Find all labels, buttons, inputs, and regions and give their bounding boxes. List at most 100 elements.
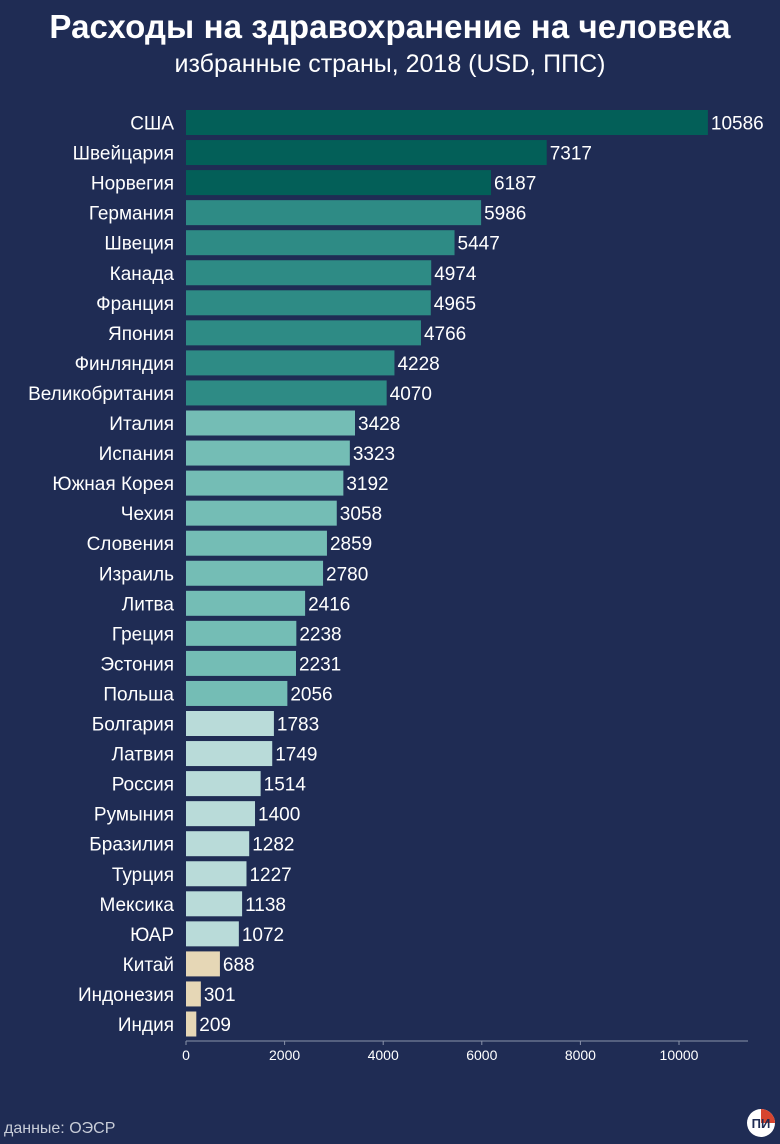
x-tick-label: 2000 xyxy=(269,1047,300,1063)
value-label: 1227 xyxy=(249,865,291,886)
bar xyxy=(186,861,247,887)
value-label: 688 xyxy=(223,955,255,976)
bar xyxy=(186,560,324,586)
bar xyxy=(186,620,297,646)
x-tick-label: 10000 xyxy=(660,1047,699,1063)
category-label: Индия xyxy=(118,1015,174,1036)
value-label: 3428 xyxy=(358,414,400,435)
value-label: 3192 xyxy=(346,474,388,495)
bar xyxy=(186,741,273,767)
bar xyxy=(186,711,274,736)
value-label: 2416 xyxy=(308,594,350,615)
value-label: 5986 xyxy=(484,204,526,225)
category-label: Латвия xyxy=(112,745,174,766)
category-label: Франция xyxy=(96,294,174,315)
category-label: Россия xyxy=(112,775,174,796)
category-label: США xyxy=(130,114,174,135)
category-label: Швеция xyxy=(104,234,174,255)
category-label: Норвегия xyxy=(91,174,174,195)
category-label: Бразилия xyxy=(89,835,174,856)
bar xyxy=(186,170,492,196)
value-label: 2056 xyxy=(290,684,332,705)
bar xyxy=(186,1011,197,1037)
category-label: Италия xyxy=(109,414,174,435)
bar xyxy=(186,981,201,1007)
value-label: 5447 xyxy=(458,234,500,255)
category-label: Словения xyxy=(87,534,174,555)
bar xyxy=(186,230,455,256)
bar xyxy=(186,680,288,706)
category-label: Литва xyxy=(122,594,175,615)
value-label: 4974 xyxy=(434,264,477,285)
value-label: 10586 xyxy=(711,114,764,135)
logo-text: ПИ xyxy=(752,1116,771,1131)
category-label: Индонезия xyxy=(78,985,174,1006)
bar xyxy=(186,200,482,226)
bar xyxy=(186,891,243,917)
category-label: Чехия xyxy=(121,504,174,525)
category-label: Мексика xyxy=(99,895,174,916)
value-label: 2231 xyxy=(299,654,341,675)
value-label: 1138 xyxy=(245,895,286,916)
category-label: Великобритания xyxy=(28,384,174,405)
bar xyxy=(186,801,256,827)
chart-title: Расходы на здравохранение на человека xyxy=(49,8,731,45)
category-label: Китай xyxy=(123,955,174,976)
bar xyxy=(186,831,250,857)
logo-icon: ПИ xyxy=(747,1109,775,1137)
category-label: Германия xyxy=(89,204,174,225)
category-label: Турция xyxy=(112,865,174,886)
value-label: 209 xyxy=(199,1015,231,1036)
value-label: 1783 xyxy=(277,715,319,736)
bar xyxy=(186,590,306,616)
bar xyxy=(186,530,327,556)
value-label: 1749 xyxy=(275,745,317,766)
x-tick-label: 6000 xyxy=(466,1047,497,1063)
value-label: 2238 xyxy=(299,624,341,645)
bar xyxy=(186,410,356,436)
category-label: Израиль xyxy=(99,564,174,585)
bar xyxy=(186,771,261,797)
bar xyxy=(186,921,239,947)
category-label: Испания xyxy=(99,444,174,465)
value-label: 4965 xyxy=(434,294,476,315)
value-label: 301 xyxy=(204,985,236,1006)
value-label: 3323 xyxy=(353,444,395,465)
value-label: 1514 xyxy=(264,775,307,796)
x-tick-label: 4000 xyxy=(368,1047,399,1063)
bar xyxy=(186,951,220,977)
bar xyxy=(186,350,395,376)
value-label: 2859 xyxy=(330,534,372,555)
value-label: 3058 xyxy=(340,504,382,525)
value-label: 4070 xyxy=(390,384,432,405)
bar xyxy=(186,320,421,346)
category-label: Канада xyxy=(110,264,175,285)
value-label: 2780 xyxy=(326,564,368,585)
chart-subtitle: избранные страны, 2018 (USD, ППС) xyxy=(174,50,606,78)
category-label: Польша xyxy=(103,684,174,705)
category-label: Румыния xyxy=(94,805,174,826)
category-label: Болгария xyxy=(92,715,174,736)
bar xyxy=(186,290,431,316)
source-note: данные: ОЭСР xyxy=(4,1120,116,1137)
category-label: Южная Корея xyxy=(52,474,174,495)
category-label: ЮАР xyxy=(130,925,174,946)
value-label: 6187 xyxy=(494,174,536,195)
value-label: 1072 xyxy=(242,925,284,946)
category-label: Греция xyxy=(112,624,174,645)
x-tick-label: 0 xyxy=(182,1047,190,1063)
bar-chart: США 10586 Швейцария 7317 Норвегия 6187 Германи… xyxy=(28,110,764,1063)
bar xyxy=(186,650,296,676)
x-tick-label: 8000 xyxy=(565,1047,596,1063)
bar xyxy=(186,110,708,135)
bar xyxy=(186,500,337,526)
category-label: Эстония xyxy=(100,654,174,675)
bar xyxy=(186,260,432,286)
value-label: 1282 xyxy=(252,835,294,856)
bar xyxy=(186,140,547,166)
category-label: Финляндия xyxy=(75,354,174,375)
bar xyxy=(186,380,387,406)
value-label: 4228 xyxy=(397,354,439,375)
bar xyxy=(186,470,344,496)
value-label: 7317 xyxy=(550,144,592,165)
